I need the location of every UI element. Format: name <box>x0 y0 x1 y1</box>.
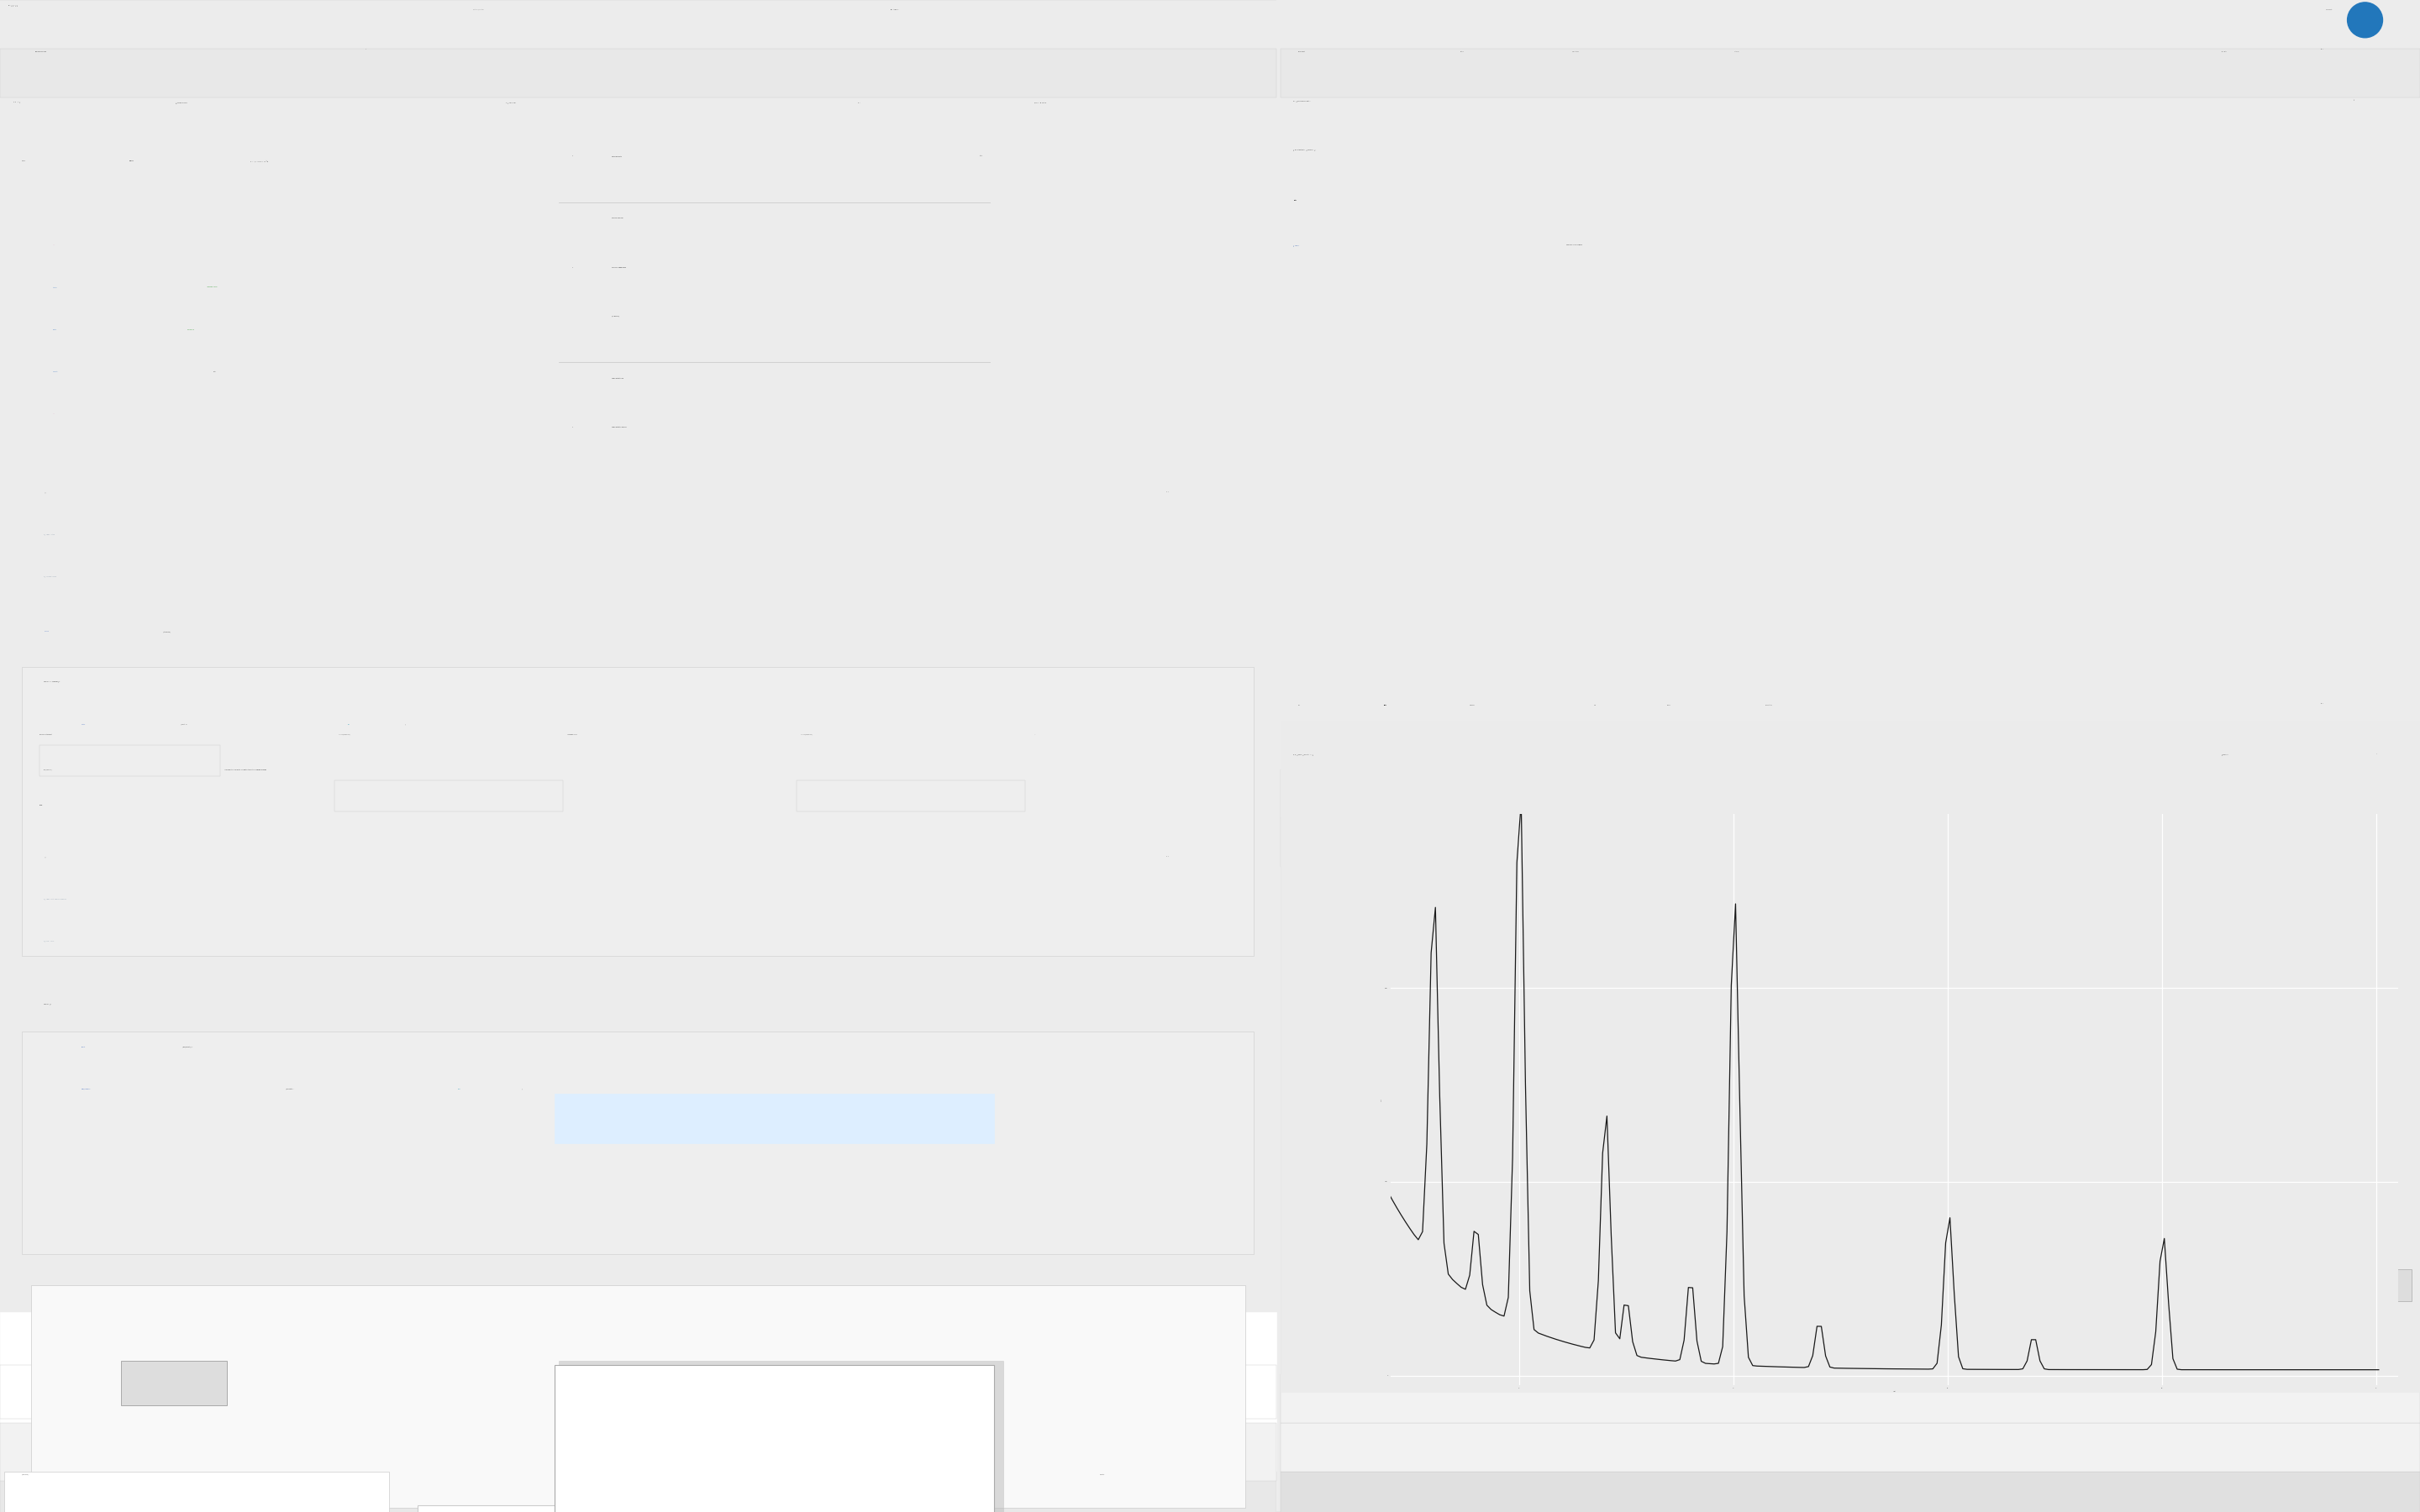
Bar <box>1280 818 2420 1512</box>
Bar <box>559 1361 1004 1512</box>
Bar <box>1280 1473 2420 1512</box>
Bar <box>1280 1423 2420 1473</box>
Bar <box>1280 48 2420 98</box>
Bar <box>419 1506 859 1512</box>
Bar <box>1280 770 2420 818</box>
Bar <box>0 48 1275 98</box>
Bar <box>1280 818 2420 868</box>
Bar <box>22 667 1254 956</box>
Bar <box>2372 1270 2410 1300</box>
Bar <box>1280 720 2420 1393</box>
Text: smaller |>: smaller |> <box>44 1004 51 1005</box>
Bar <box>0 1473 1275 1512</box>
Bar <box>121 1361 227 1405</box>
Bar <box>22 1031 1254 1253</box>
Bar <box>1280 1473 2420 1512</box>
Bar <box>554 1365 995 1512</box>
Text: B   I   </>   Normal ▾   ≡  ½≡: B I </> Normal ▾ ≡ ½≡ <box>252 160 269 162</box>
Bar <box>31 1285 1246 1507</box>
Circle shape <box>2347 3 2384 38</box>
Text: smaller <- diamonds |>: smaller <- diamonds |> <box>44 682 60 683</box>
Bar <box>1280 1374 2420 1423</box>
Bar <box>554 1095 995 1143</box>
Text: #| include: false: #| include: false <box>44 576 56 578</box>
Bar <box>796 780 1026 812</box>
Bar <box>5 1473 390 1512</box>
Bar <box>0 1423 1275 1480</box>
Text: #| label: setup: #| label: setup <box>44 534 56 535</box>
Bar <box>0 1312 1275 1512</box>
Text: #| echo: false: #| echo: false <box>44 940 53 942</box>
Text: #| label: plot-smaller-diamonds: #| label: plot-smaller-diamonds <box>44 898 68 900</box>
Bar <box>334 780 564 812</box>
Bar <box>0 1473 1275 1512</box>
Bar <box>39 745 220 776</box>
Bar <box>0 1365 1275 1418</box>
